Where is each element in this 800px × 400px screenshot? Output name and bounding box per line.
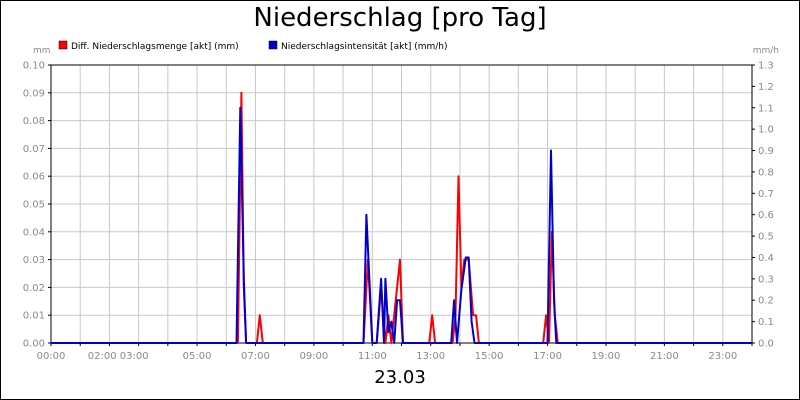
- y-left-tick-label: 0.05: [23, 200, 45, 211]
- x-tick-label: 23:00: [708, 351, 737, 362]
- y-right-tick-label: 0.2: [758, 296, 774, 307]
- y-right-tick-label: 0.6: [758, 210, 774, 221]
- x-tick-label: 09:00: [299, 351, 328, 362]
- y-right-tick-label: 0.1: [758, 317, 774, 328]
- series-line-intensity: [51, 106, 752, 344]
- date-label: 23.03: [374, 367, 426, 388]
- y-right-tick-label: 0.8: [758, 167, 774, 178]
- y-right-tick-label: 1.3: [758, 61, 774, 72]
- y-right-tick-label: 1.0: [758, 125, 774, 136]
- y-right-tick-label: 0.3: [758, 274, 774, 285]
- y-left-tick-label: 0.04: [23, 227, 45, 238]
- y-left-tick-label: 0.08: [23, 116, 45, 127]
- y-left-tick-label: 0.06: [23, 172, 45, 183]
- y-right-tick-label: 0.0: [758, 339, 774, 350]
- y-left-tick-label: 0.01: [23, 311, 45, 322]
- legend-swatch: [268, 40, 278, 50]
- x-tick-label: 05:00: [183, 351, 212, 362]
- y-left-unit: mm: [33, 46, 51, 56]
- legend-label: Diff. Niederschlagsmenge [akt] (mm): [71, 42, 239, 52]
- chart-title: Niederschlag [pro Tag]: [253, 3, 547, 33]
- y-right-tick-label: 0.9: [758, 146, 774, 157]
- x-tick-label: 17:00: [533, 351, 562, 362]
- y-left-tick-label: 0.00: [23, 339, 45, 350]
- y-right-tick-label: 0.5: [758, 232, 774, 243]
- x-tick-label: 02:00 03:00: [88, 351, 149, 362]
- y-right-tick-label: 0.7: [758, 189, 774, 200]
- y-right-tick-label: 0.4: [758, 253, 774, 264]
- x-tick-label: 15:00: [475, 351, 504, 362]
- y-right-unit: mm/h: [753, 46, 779, 56]
- y-right-tick-label: 1.1: [758, 103, 774, 114]
- y-left-tick-label: 0.09: [23, 88, 45, 99]
- x-tick-label: 21:00: [650, 351, 679, 362]
- x-tick-label: 13:00: [416, 351, 445, 362]
- y-left-tick-label: 0.10: [23, 61, 45, 72]
- x-tick-label: 19:00: [592, 351, 621, 362]
- x-tick-label: 11:00: [358, 351, 387, 362]
- y-left-tick-label: 0.07: [23, 144, 45, 155]
- y-left-tick-label: 0.02: [23, 283, 45, 294]
- y-left-tick-label: 0.03: [23, 255, 45, 266]
- legend-label: Niederschlagsintensität [akt] (mm/h): [281, 42, 448, 52]
- legend-swatch: [58, 40, 68, 50]
- y-right-tick-label: 1.2: [758, 82, 774, 93]
- x-tick-label: 07:00: [241, 351, 270, 362]
- x-tick-label: 00:00: [37, 351, 66, 362]
